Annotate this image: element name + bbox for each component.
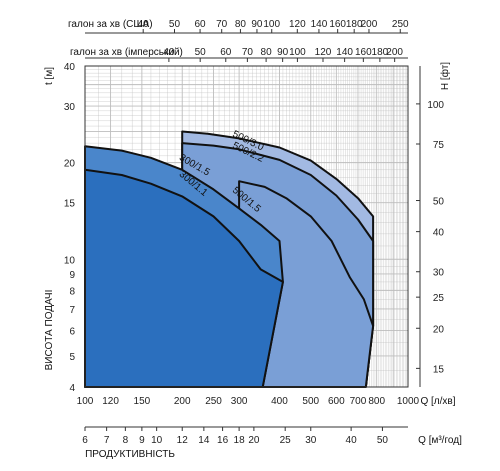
m3h-tick-label: 20 [248,435,260,446]
m3h-tick-label: 8 [123,435,129,446]
imp-gpm-tick-label: 120 [315,47,332,58]
ft-tick-label: 20 [433,324,445,335]
m3h-tick-label: 16 [217,435,229,446]
ft-tick-label: 100 [427,100,444,111]
x-tick-label: 400 [271,396,288,407]
us-gpm-tick-label: 40 [138,19,150,30]
us-gpm-tick-label: 90 [251,19,263,30]
x-tick-label: 1000 [397,396,420,407]
m3h-tick-label: 12 [177,435,189,446]
y-tick-label: 15 [64,199,76,210]
performance-areas [84,130,375,388]
us-gpm-tick-label: 160 [329,19,346,30]
x-tick-label: 600 [328,396,345,407]
axes: 100 120 150 200 250 300 400 500 600 700 800 1000 Q [… [44,19,462,460]
ft-tick-label: 30 [433,268,445,279]
m3h-tick-label: 10 [151,435,163,446]
y-tick-label: 4 [69,383,75,394]
us-gpm-tick-label: 80 [235,19,247,30]
imp-gpm-tick-label: 80 [261,47,273,58]
imp-gpm-tick-label: 100 [289,47,306,58]
ft-tick-label: 15 [433,364,445,375]
plot-border [84,65,409,388]
m3h-tick-label: 9 [139,435,145,446]
y-tick-label: 6 [69,326,75,337]
m3h-tick-label: 6 [82,435,88,446]
m3h-axis-title: Q [м³/год] [418,435,462,446]
x-tick-label: 700 [350,396,367,407]
x-tick-label: 250 [205,396,222,407]
m3h-tick-label: 40 [346,435,358,446]
ft-axis-title: H [фт] [439,62,451,90]
plot-frame [84,65,409,388]
us-gpm-tick-label: 70 [216,19,228,30]
imp-gpm-tick-label: 90 [277,47,289,58]
us-gpm-axis-title: галон за хв (США) [68,19,153,30]
x-axis-title: Q [л/хв] [420,396,455,407]
imp-gpm-tick-label: 180 [372,47,389,58]
x-tick-label: 800 [368,396,385,407]
x-tick-label: 100 [77,396,94,407]
head-caption: ВИСОТА ПОДАЧІ [44,290,55,371]
imp-gpm-tick-label: 40 [163,47,175,58]
y-axis-title: t [м] [44,67,55,85]
us-gpm-tick-label: 60 [195,19,207,30]
us-gpm-tick-label: 100 [263,19,280,30]
y-tick-label: 9 [69,270,75,281]
imp-gpm-tick-label: 140 [336,47,353,58]
imp-gpm-axis-title: галон за хв (імперський) [70,47,183,58]
imp-gpm-tick-label: 160 [355,47,372,58]
y-tick-label: 7 [69,305,75,316]
x-tick-label: 150 [134,396,151,407]
us-gpm-tick-label: 120 [289,19,306,30]
imp-gpm-tick-label: 200 [386,47,403,58]
us-gpm-tick-label: 250 [392,19,409,30]
ft-tick-label: 50 [433,197,445,208]
x-tick-label: 500 [302,396,319,407]
y-tick-label: 10 [64,255,76,266]
x-tick-label: 120 [102,396,119,407]
ft-tick-label: 25 [433,293,445,304]
us-gpm-tick-label: 140 [311,19,328,30]
y-tick-label: 30 [64,102,76,113]
us-gpm-tick-label: 50 [169,19,181,30]
m3h-tick-label: 25 [280,435,292,446]
y-tick-label: 5 [69,352,75,363]
y-tick-label: 20 [64,159,76,170]
x-tick-label: 200 [174,396,191,407]
m3h-tick-label: 50 [377,435,389,446]
m3h-tick-label: 7 [104,435,110,446]
y-tick-label: 40 [64,62,76,73]
us-gpm-tick-label: 200 [361,19,378,30]
imp-gpm-tick-label: 60 [220,47,232,58]
ft-tick-label: 40 [433,228,445,239]
m3h-tick-label: 14 [198,435,210,446]
us-gpm-tick-label: 180 [346,19,363,30]
ft-tick-label: 75 [433,140,445,151]
m3h-tick-label: 30 [305,435,317,446]
y-tick-label: 8 [69,286,75,297]
imp-gpm-tick-label: 50 [195,47,207,58]
productivity-caption: ПРОДУКТИВНІСТЬ [85,449,175,460]
m3h-tick-label: 18 [234,435,246,446]
x-tick-label: 300 [231,396,248,407]
area-300-1-1 [84,168,284,388]
imp-gpm-tick-label: 70 [242,47,254,58]
